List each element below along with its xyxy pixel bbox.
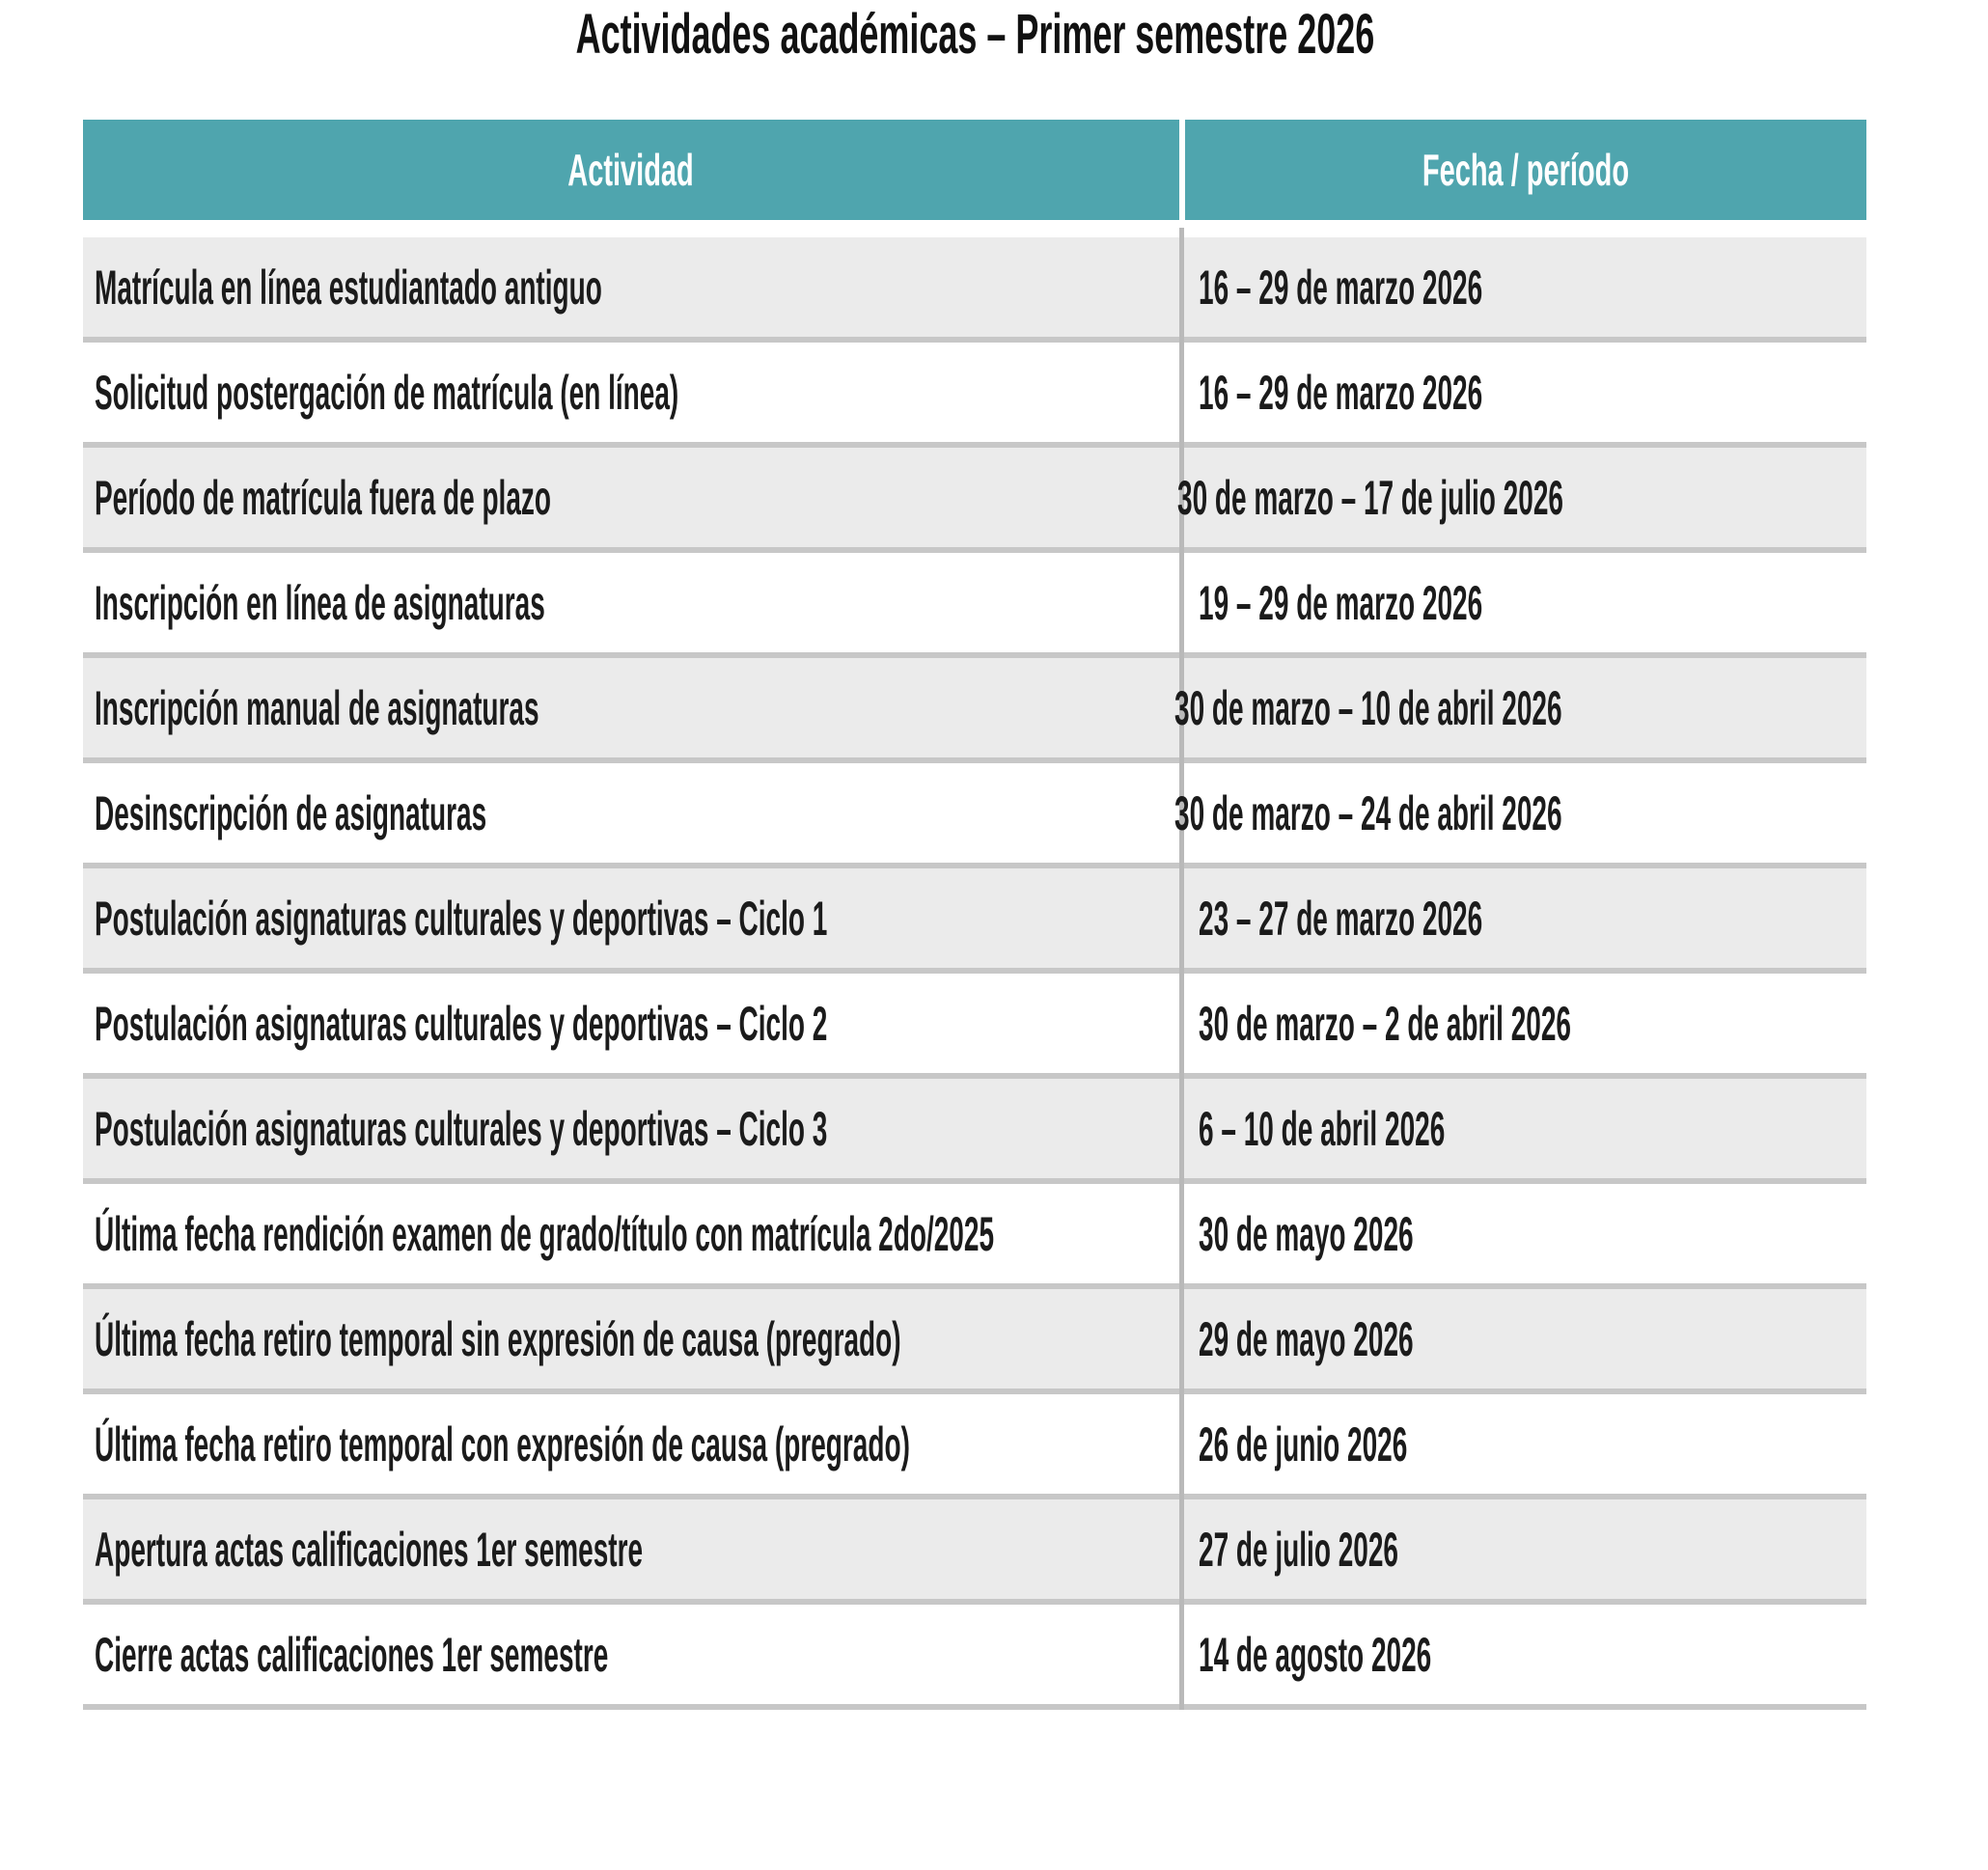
- table-body: Matrícula en línea estudiantado antiguo …: [83, 228, 1866, 1710]
- cell-fecha: 30 de mayo 2026: [1199, 1206, 1414, 1261]
- cell-fecha: 6 – 10 de abril 2026: [1199, 1101, 1446, 1156]
- table-row: Desinscripción de asignaturas 30 de marz…: [83, 763, 1866, 868]
- cell-actividad: Inscripción manual de asignaturas: [95, 680, 539, 735]
- cell-actividad: Apertura actas calificaciones 1er semest…: [95, 1522, 644, 1577]
- table-row: Matrícula en línea estudiantado antiguo …: [83, 237, 1866, 343]
- table-row: Período de matrícula fuera de plazo 30 d…: [83, 448, 1866, 553]
- cell-actividad: Desinscripción de asignaturas: [95, 785, 487, 840]
- cell-actividad: Cierre actas calificaciones 1er semestre: [95, 1627, 609, 1682]
- cell-fecha: 23 – 27 de marzo 2026: [1199, 891, 1483, 946]
- table-header-row: Actividad Fecha / período: [83, 120, 1866, 220]
- table-row: Inscripción manual de asignaturas 30 de …: [83, 658, 1866, 763]
- table-row: Última fecha retiro temporal con expresi…: [83, 1394, 1866, 1499]
- cell-fecha: 30 de marzo – 24 de abril 2026: [1173, 785, 1562, 840]
- cell-fecha: 16 – 29 de marzo 2026: [1199, 260, 1483, 315]
- cell-actividad: Última fecha retiro temporal con expresi…: [95, 1416, 910, 1471]
- table-row: Postulación asignaturas culturales y dep…: [83, 1079, 1866, 1184]
- cell-actividad: Postulación asignaturas culturales y dep…: [95, 996, 828, 1051]
- cell-actividad: Última fecha retiro temporal sin expresi…: [95, 1311, 901, 1366]
- column-header-actividad-label: Actividad: [567, 145, 695, 195]
- cell-fecha: 30 de marzo – 2 de abril 2026: [1199, 996, 1571, 1051]
- table-row: Postulación asignaturas culturales y dep…: [83, 868, 1866, 974]
- cell-actividad: Inscripción en línea de asignaturas: [95, 575, 545, 630]
- table-row: Cierre actas calificaciones 1er semestre…: [83, 1605, 1866, 1710]
- cell-fecha: 30 de marzo – 10 de abril 2026: [1173, 680, 1562, 735]
- cell-fecha: 14 de agosto 2026: [1199, 1627, 1432, 1682]
- cell-fecha: 27 de julio 2026: [1199, 1522, 1398, 1577]
- column-header-fecha-label: Fecha / período: [1422, 145, 1630, 195]
- table-row: Inscripción en línea de asignaturas 19 –…: [83, 553, 1866, 658]
- cell-actividad: Matrícula en línea estudiantado antiguo: [95, 260, 602, 315]
- cell-actividad: Período de matrícula fuera de plazo: [95, 470, 552, 525]
- table-row: Postulación asignaturas culturales y dep…: [83, 974, 1866, 1079]
- column-header-actividad: Actividad: [83, 120, 1179, 220]
- page-title: Actividades académicas – Primer semestre…: [83, 4, 1866, 66]
- cell-actividad: Postulación asignaturas culturales y dep…: [95, 891, 828, 946]
- table-row: Solicitud postergación de matrícula (en …: [83, 343, 1866, 448]
- cell-fecha: 16 – 29 de marzo 2026: [1199, 365, 1483, 420]
- table-row: Apertura actas calificaciones 1er semest…: [83, 1499, 1866, 1605]
- table-row: Última fecha retiro temporal sin expresi…: [83, 1289, 1866, 1394]
- page-title-text: Actividades académicas – Primer semestre…: [575, 3, 1374, 66]
- cell-fecha: 26 de junio 2026: [1199, 1416, 1408, 1471]
- cell-fecha: 19 – 29 de marzo 2026: [1199, 575, 1483, 630]
- cell-actividad: Postulación asignaturas culturales y dep…: [95, 1101, 828, 1156]
- cell-actividad: Solicitud postergación de matrícula (en …: [95, 365, 679, 420]
- column-header-fecha: Fecha / período: [1185, 120, 1866, 220]
- cell-fecha: 29 de mayo 2026: [1199, 1311, 1414, 1366]
- calendar-table: Actividad Fecha / período Matrícula en l…: [83, 120, 1866, 1710]
- cell-fecha: 30 de marzo – 17 de julio 2026: [1176, 470, 1563, 525]
- table-row: Última fecha rendición examen de grado/t…: [83, 1184, 1866, 1289]
- cell-actividad: Última fecha rendición examen de grado/t…: [95, 1206, 995, 1261]
